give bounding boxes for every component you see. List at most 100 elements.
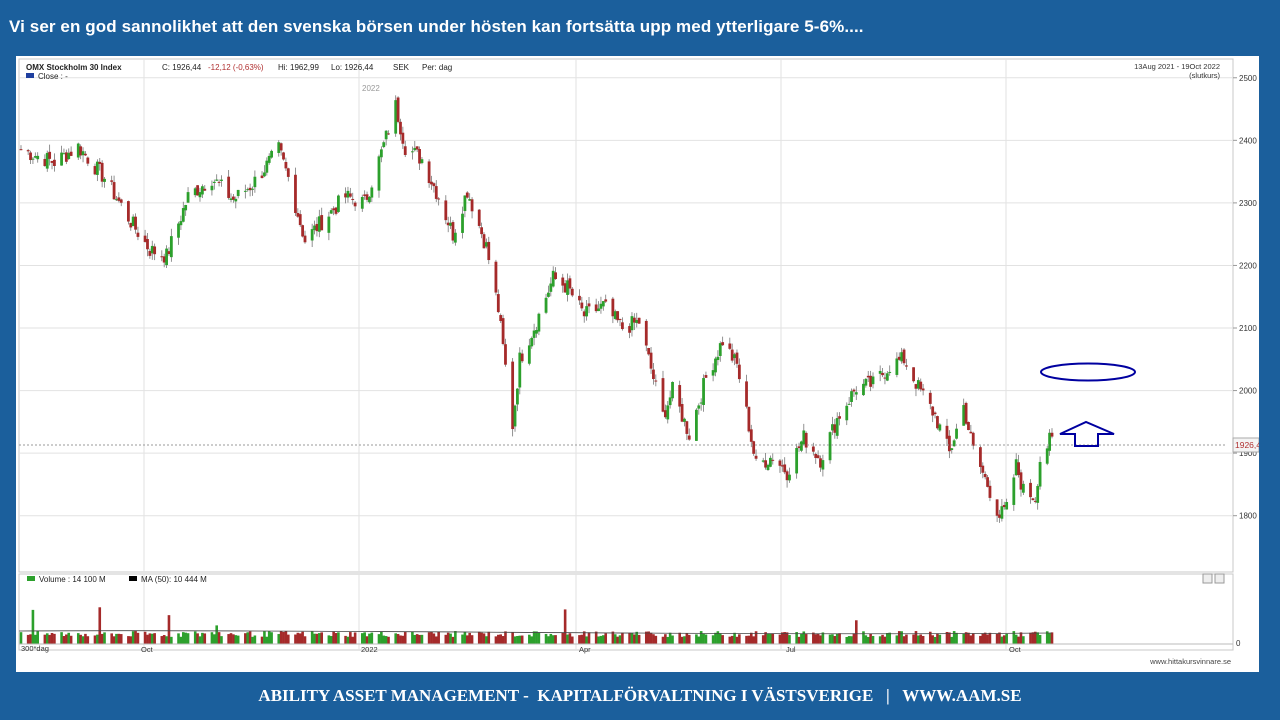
candle-body [936,416,939,429]
low-value: Lo: 1926,44 [331,63,374,72]
right-frame [1259,56,1280,672]
candle-body [468,199,472,201]
candle-body [864,378,868,386]
x-label-jul: Jul [786,645,796,654]
candle-body [611,298,615,317]
candle-body [687,435,691,440]
candle-body [928,392,932,404]
volume-bar [396,634,400,644]
candle-body [561,277,565,286]
volume-bar [31,609,35,644]
volume-bar [886,632,889,644]
candle-body [377,156,381,191]
volume-bar [201,632,204,644]
candle-body [487,241,491,261]
candle-body [900,352,904,362]
volume-bar [800,633,803,644]
candle-body [613,311,617,319]
volume-bar [148,633,152,644]
candle-body [563,283,567,293]
volume-bar [983,632,987,644]
y-axis: 1800 1900 2000 2100 2200 2300 2400 2500 [1233,74,1257,521]
volume-bar [415,634,419,644]
volume-bar [845,636,849,644]
candle-body [883,377,887,379]
zoom-icon[interactable] [1202,573,1213,584]
source-url: www.hittakursvinnare.se [1149,657,1231,666]
volume-bar [504,631,507,644]
volume-bar [955,632,958,644]
volume-bar [100,633,104,644]
volume-bar [847,636,851,644]
volume-bar [912,634,915,644]
candle-body [885,373,889,381]
volume-bar [771,633,775,644]
volume-bar [394,633,397,644]
candle-body [344,193,347,198]
candle-body [36,155,40,160]
volume-bar [215,625,218,644]
volume-bar [544,633,548,644]
volume-bar [995,633,999,644]
candle-body [797,446,801,449]
volume-bar [210,632,214,644]
candle-body [654,380,658,382]
candle-body [160,256,164,258]
candle-body [64,152,68,162]
volume-bar [413,634,417,644]
volume-bar [470,635,474,644]
candle-body [950,448,954,451]
volume-bar [580,634,584,644]
volume-bar [332,631,335,644]
candle-body [916,380,920,389]
candle-body [1002,504,1006,508]
candle-body [415,146,419,150]
candle-body [811,446,815,452]
volume-bar [828,634,832,644]
volume-bar [34,634,37,644]
volume-bar [487,631,491,644]
volume-bar [93,635,97,644]
candle-body [979,447,982,467]
candle-body [446,222,450,226]
candle-body [649,352,653,369]
candle-body [418,149,421,164]
volume-bar [368,633,371,644]
volume-bar [695,634,698,644]
y-tick-label: 2100 [1239,324,1257,333]
candle-body [527,345,531,364]
candle-body [630,316,634,331]
volume-bar [685,633,689,644]
volume-bar [687,634,691,644]
volume-bar [585,636,588,644]
candle-body [263,172,266,177]
volume-bar [718,633,722,644]
volume-bar [730,635,734,644]
candle-body [914,384,918,389]
expand-icon[interactable] [1214,573,1225,584]
volume-bar [351,636,355,644]
candle-body [604,299,608,302]
candle-body [203,188,207,191]
volume-bar [613,634,617,644]
volume-bar [1045,631,1049,644]
candle-body [334,207,338,214]
volume-bar [98,607,102,644]
candle-body [955,428,958,439]
candle-body [728,343,732,349]
volume-bar [661,636,665,644]
candle-body [962,405,966,426]
candle-body [179,221,183,226]
candle-body [969,431,973,434]
candle-body [67,152,71,160]
candle-body [360,196,364,209]
candle-body [1050,432,1054,437]
volume-bar [716,631,720,644]
candle-body [134,216,137,230]
volume-bar [177,633,180,644]
candle-body [53,159,56,167]
candle-body [294,174,297,214]
candle-body [663,410,667,418]
volume-bar [50,632,54,644]
volume-bar [234,635,238,644]
